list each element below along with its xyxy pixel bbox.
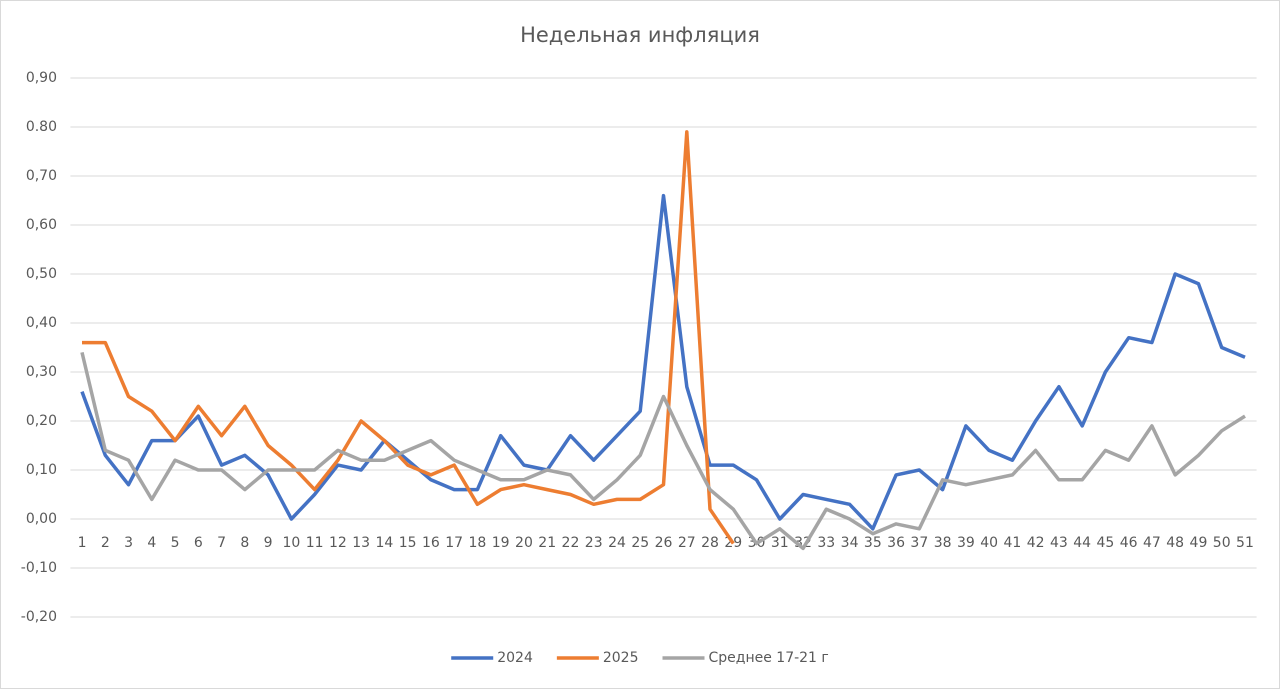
legend-label: 2024 [497,650,533,666]
y-tick-label: 0,40 [26,315,57,331]
x-tick-label: 48 [1166,535,1184,551]
x-tick-label: 1 [78,535,87,551]
x-tick-label: 4 [147,535,156,551]
x-tick-label: 11 [306,535,324,551]
y-tick-label: 0,10 [26,462,57,478]
x-tick-label: 47 [1143,535,1161,551]
y-tick-label: 0,30 [26,364,57,380]
x-tick-label: 26 [655,535,673,551]
y-tick-label: 0,70 [26,168,57,184]
x-tick-label: 10 [282,535,300,551]
x-tick-label: 37 [910,535,928,551]
chart-title: Недельная инфляция [520,23,760,47]
y-tick-label: 0,90 [26,70,57,86]
legend-label: 2025 [603,650,639,666]
y-tick-label: 0.80 [26,119,57,135]
x-tick-label: 35 [864,535,882,551]
x-tick-label: 41 [1003,535,1021,551]
x-tick-label: 8 [240,535,249,551]
x-tick-label: 44 [1073,535,1091,551]
x-tick-label: 39 [957,535,975,551]
x-tick-label: 16 [422,535,440,551]
x-tick-label: 5 [171,535,180,551]
x-tick-label: 9 [264,535,273,551]
x-tick-label: 45 [1097,535,1115,551]
x-tick-label: 33 [817,535,835,551]
x-tick-label: 51 [1236,535,1254,551]
x-tick-label: 13 [352,535,370,551]
x-tick-label: 40 [980,535,998,551]
x-tick-label: 49 [1190,535,1208,551]
x-tick-label: 34 [841,535,859,551]
series-line [82,130,735,545]
x-tick-label: 38 [934,535,952,551]
x-tick-label: 12 [329,535,347,551]
x-tick-label: 15 [399,535,417,551]
series-line [80,193,1246,531]
x-tick-label: 43 [1050,535,1068,551]
x-tick-label: 24 [608,535,626,551]
legend-label: Среднее 17-21 г [709,650,829,666]
y-tick-label: 0,50 [26,266,57,282]
x-tick-label: 50 [1213,535,1231,551]
series-line [80,351,1246,551]
x-tick-label: 46 [1120,535,1138,551]
x-tick-label: 6 [194,535,203,551]
x-tick-label: 31 [771,535,789,551]
y-tick-label: -0,20 [21,609,57,625]
x-tick-label: 23 [585,535,603,551]
x-tick-label: 27 [678,535,696,551]
x-tick-label: 19 [492,535,510,551]
x-tick-label: 17 [445,535,463,551]
y-tick-label: 0,20 [26,413,57,429]
x-tick-label: 28 [701,535,719,551]
x-tick-label: 36 [887,535,905,551]
x-tick-label: 18 [469,535,487,551]
y-tick-label: 0,00 [26,511,57,527]
x-tick-label: 7 [217,535,226,551]
y-tick-label: -0,10 [21,560,57,576]
x-tick-label: 3 [124,535,133,551]
x-tick-label: 21 [538,535,556,551]
x-tick-label: 22 [562,535,580,551]
x-tick-label: 25 [631,535,649,551]
x-tick-label: 2 [101,535,110,551]
x-tick-label: 20 [515,535,533,551]
x-tick-label: 42 [1027,535,1045,551]
x-tick-label: 14 [375,535,393,551]
y-tick-label: 0,60 [26,217,57,233]
